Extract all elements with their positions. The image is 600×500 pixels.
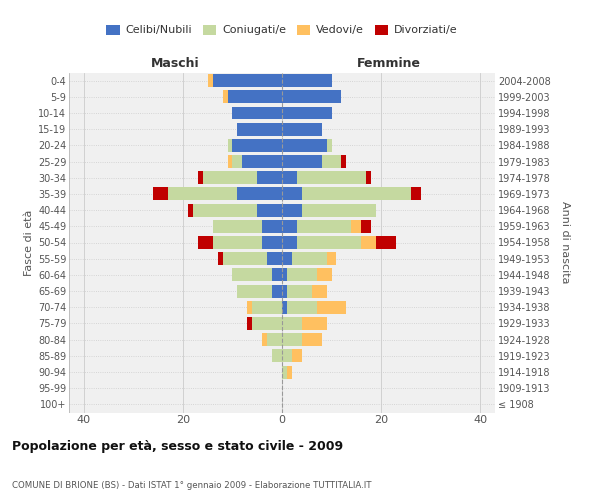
Bar: [411, 188, 421, 200]
Bar: [352, 220, 361, 233]
Bar: [212, 220, 262, 233]
Bar: [262, 333, 267, 346]
Bar: [292, 350, 302, 362]
Bar: [282, 236, 297, 249]
Bar: [272, 268, 282, 281]
Bar: [282, 284, 287, 298]
Bar: [297, 220, 352, 233]
Bar: [302, 204, 376, 216]
Bar: [287, 268, 317, 281]
Bar: [208, 74, 212, 87]
Bar: [257, 204, 282, 216]
Bar: [203, 172, 257, 184]
Bar: [361, 236, 376, 249]
Bar: [262, 236, 282, 249]
Bar: [297, 172, 366, 184]
Bar: [326, 139, 332, 152]
Bar: [282, 268, 287, 281]
Bar: [212, 74, 282, 87]
Bar: [341, 155, 346, 168]
Bar: [282, 333, 302, 346]
Bar: [272, 350, 282, 362]
Bar: [282, 350, 292, 362]
Bar: [282, 90, 341, 104]
Bar: [212, 236, 262, 249]
Bar: [282, 366, 287, 378]
Bar: [302, 317, 326, 330]
Bar: [247, 317, 252, 330]
Bar: [242, 155, 282, 168]
Y-axis label: Anni di nascita: Anni di nascita: [560, 201, 570, 283]
Bar: [232, 106, 282, 120]
Bar: [282, 204, 302, 216]
Bar: [252, 317, 282, 330]
Bar: [188, 204, 193, 216]
Bar: [238, 284, 272, 298]
Bar: [198, 172, 203, 184]
Bar: [292, 252, 326, 265]
Bar: [287, 284, 312, 298]
Legend: Celibi/Nubili, Coniugati/e, Vedovi/e, Divorziati/e: Celibi/Nubili, Coniugati/e, Vedovi/e, Di…: [102, 20, 462, 40]
Bar: [262, 220, 282, 233]
Bar: [267, 333, 282, 346]
Bar: [247, 301, 252, 314]
Bar: [267, 252, 282, 265]
Y-axis label: Fasce di età: Fasce di età: [23, 210, 34, 276]
Bar: [227, 155, 232, 168]
Bar: [223, 90, 227, 104]
Text: COMUNE DI BRIONE (BS) - Dati ISTAT 1° gennaio 2009 - Elaborazione TUTTITALIA.IT: COMUNE DI BRIONE (BS) - Dati ISTAT 1° ge…: [12, 480, 371, 490]
Bar: [376, 236, 396, 249]
Bar: [297, 236, 361, 249]
Bar: [198, 236, 212, 249]
Bar: [317, 301, 346, 314]
Bar: [282, 155, 322, 168]
Bar: [322, 155, 341, 168]
Bar: [238, 122, 282, 136]
Bar: [238, 188, 282, 200]
Bar: [272, 284, 282, 298]
Bar: [168, 188, 238, 200]
Bar: [282, 122, 322, 136]
Bar: [302, 333, 322, 346]
Bar: [326, 252, 337, 265]
Bar: [302, 188, 411, 200]
Bar: [193, 204, 257, 216]
Bar: [282, 317, 302, 330]
Bar: [282, 301, 287, 314]
Bar: [257, 172, 282, 184]
Bar: [153, 188, 168, 200]
Bar: [282, 188, 302, 200]
Text: Popolazione per età, sesso e stato civile - 2009: Popolazione per età, sesso e stato civil…: [12, 440, 343, 453]
Bar: [282, 106, 332, 120]
Bar: [227, 90, 282, 104]
Bar: [232, 268, 272, 281]
Bar: [232, 155, 242, 168]
Bar: [312, 284, 326, 298]
Bar: [223, 252, 267, 265]
Bar: [282, 252, 292, 265]
Bar: [218, 252, 223, 265]
Bar: [232, 139, 282, 152]
Bar: [282, 172, 297, 184]
Bar: [282, 220, 297, 233]
Bar: [361, 220, 371, 233]
Bar: [282, 139, 326, 152]
Text: Femmine: Femmine: [356, 57, 421, 70]
Bar: [287, 366, 292, 378]
Text: Maschi: Maschi: [151, 57, 200, 70]
Bar: [252, 301, 282, 314]
Bar: [287, 301, 317, 314]
Bar: [366, 172, 371, 184]
Bar: [227, 139, 232, 152]
Bar: [282, 74, 332, 87]
Bar: [317, 268, 332, 281]
